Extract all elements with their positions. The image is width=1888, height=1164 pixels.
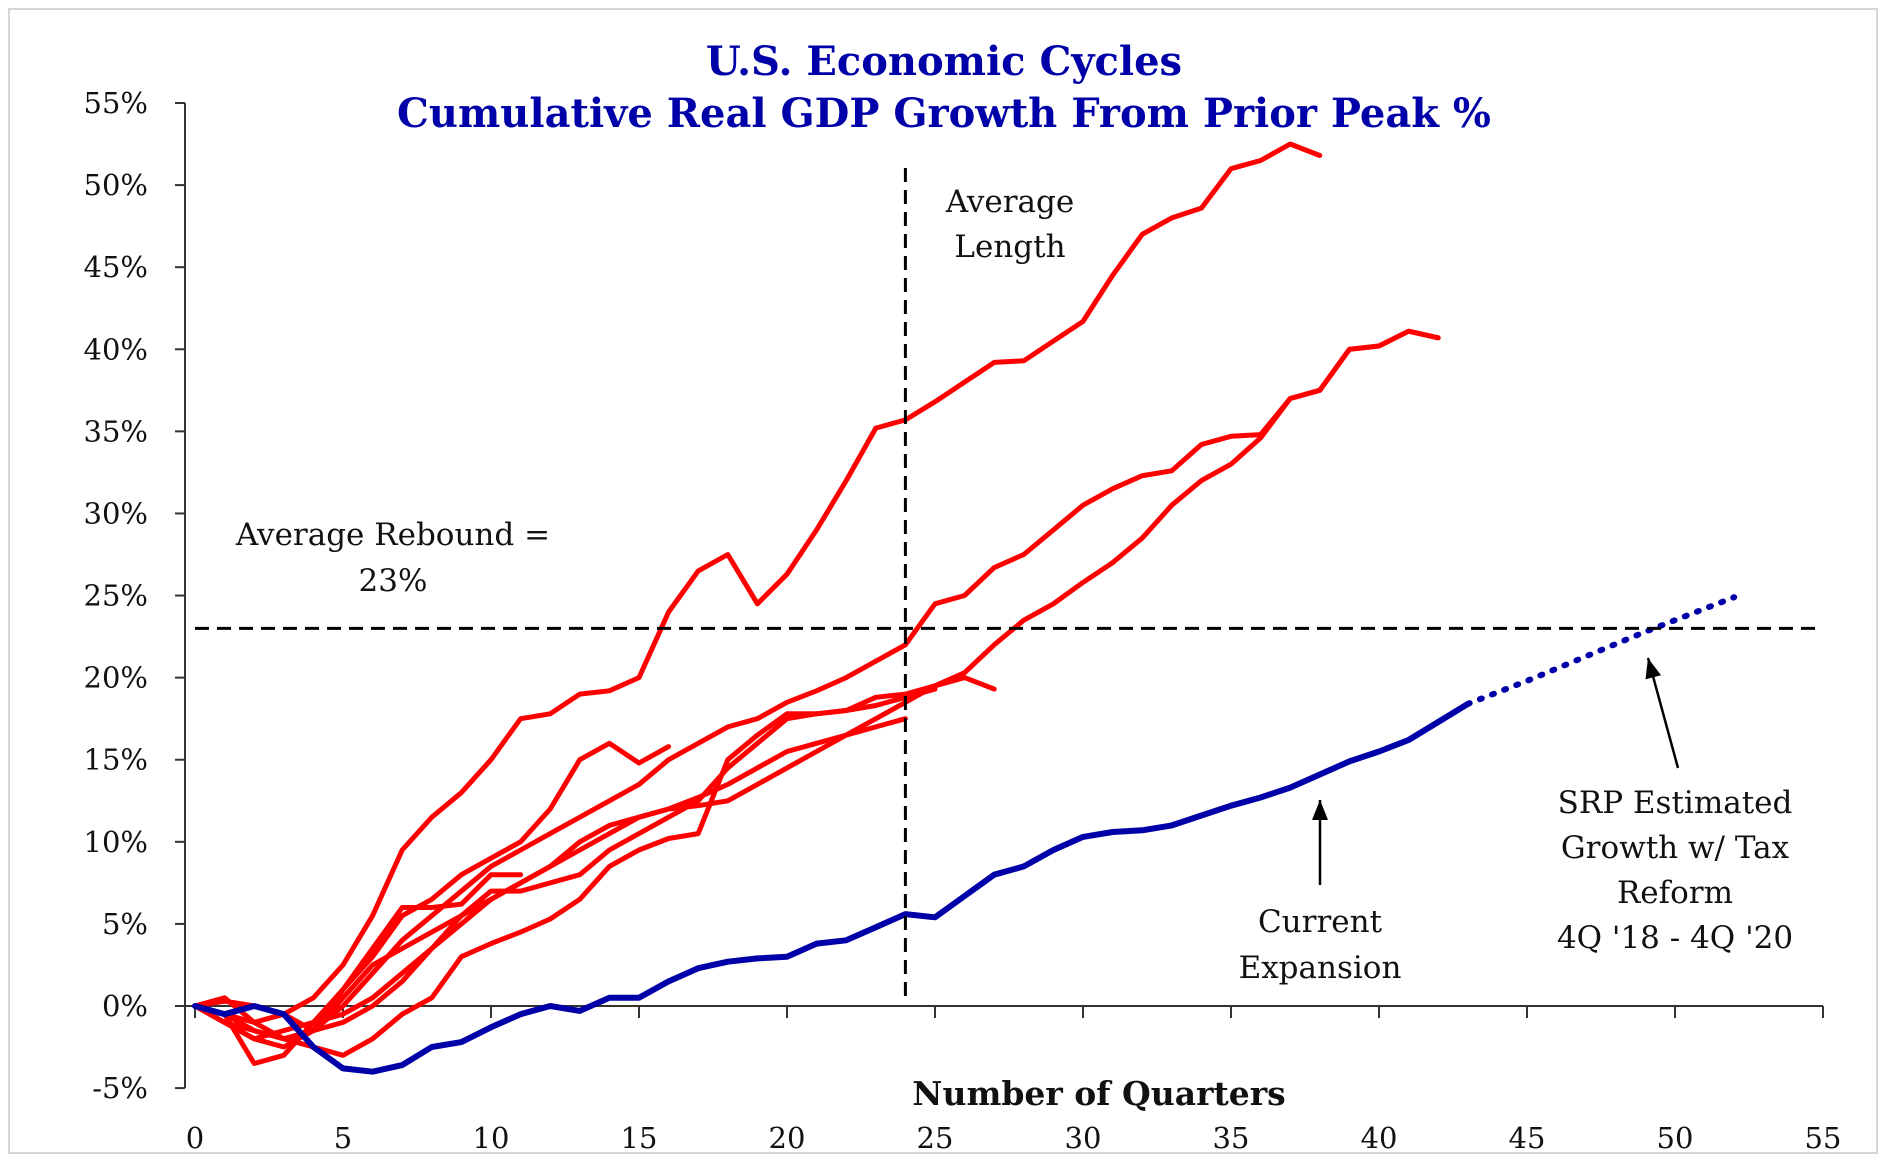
average-rebound-label: Average Rebound = xyxy=(235,517,550,553)
prior-cycle-line xyxy=(192,716,908,1050)
average-rebound-label: 23% xyxy=(359,563,428,599)
x-tick-label: 10 xyxy=(473,1121,510,1155)
prior-cycle-line xyxy=(192,686,938,1042)
x-axis-label: Number of Quarters xyxy=(912,1074,1285,1113)
prior-cycle-line xyxy=(192,675,997,1042)
srp-estimate-label: Reform xyxy=(1617,875,1733,911)
annotations: Average Length Average Rebound = 23% Current… xyxy=(235,184,1793,986)
prior-cycle-line xyxy=(192,872,524,1066)
srp-estimate-label: SRP Estimated xyxy=(1558,785,1793,821)
x-tick-label: 35 xyxy=(1213,1121,1250,1155)
y-tick-label: 55% xyxy=(84,86,148,120)
prior-cycle-line xyxy=(192,740,672,1034)
y-tick-label: 45% xyxy=(84,250,148,284)
current-expansion-arrow xyxy=(1312,800,1328,885)
current-expansion-line xyxy=(192,700,1471,1075)
srp-estimate-label: 4Q '18 - 4Q '20 xyxy=(1557,920,1793,956)
srp-estimate-label: Growth w/ Tax xyxy=(1561,830,1790,866)
x-tick-label: 50 xyxy=(1657,1121,1694,1155)
y-tick-label: 5% xyxy=(102,907,148,941)
y-tick-label: 15% xyxy=(84,743,148,777)
x-tick-label: 30 xyxy=(1065,1121,1102,1155)
y-tick-label: 40% xyxy=(84,332,148,366)
y-tick-label: 30% xyxy=(84,496,148,530)
srp-projection-line xyxy=(1464,594,1738,707)
series-group xyxy=(192,141,1738,1075)
x-tick-label: 15 xyxy=(621,1121,658,1155)
chart-title: U.S. Economic Cycles xyxy=(706,38,1182,85)
y-tick-label: 25% xyxy=(84,579,148,613)
y-tick-label: 35% xyxy=(84,414,148,448)
x-tick-label: 25 xyxy=(917,1121,954,1155)
axes: -5% 0% 5% 10% 15% 20% 25% 30% 35% 40% 45% 50% 55% 0 5 1… xyxy=(84,86,1842,1155)
reference-lines xyxy=(195,168,1818,1000)
y-tick-label: 10% xyxy=(84,825,148,859)
srp-estimate-arrow-head xyxy=(1645,658,1661,680)
y-tick-label: 20% xyxy=(84,661,148,695)
x-tick-label: 5 xyxy=(334,1121,352,1155)
y-tick-label: 50% xyxy=(84,168,148,202)
srp-estimate-arrow xyxy=(1645,657,1680,769)
y-tick-label: 0% xyxy=(102,989,148,1023)
x-tick-label: 40 xyxy=(1361,1121,1398,1155)
average-length-label: Length xyxy=(954,229,1065,265)
current-expansion-label: Current xyxy=(1258,904,1383,940)
x-tick-label: 0 xyxy=(186,1121,204,1155)
prior-cycle-line xyxy=(192,328,1441,1042)
current-expansion-label: Expansion xyxy=(1239,950,1402,986)
y-tick-label: -5% xyxy=(92,1071,148,1105)
average-length-label: Average xyxy=(945,184,1074,220)
x-tick-label: 20 xyxy=(769,1121,806,1155)
prior-cycle-line xyxy=(192,141,1323,1025)
x-tick-label: 45 xyxy=(1509,1121,1546,1155)
chart-subtitle: Cumulative Real GDP Growth From Prior Pe… xyxy=(397,90,1491,137)
current-expansion-arrow-head xyxy=(1312,800,1328,820)
chart-border xyxy=(8,8,1878,1154)
x-tick-label: 55 xyxy=(1805,1121,1842,1155)
